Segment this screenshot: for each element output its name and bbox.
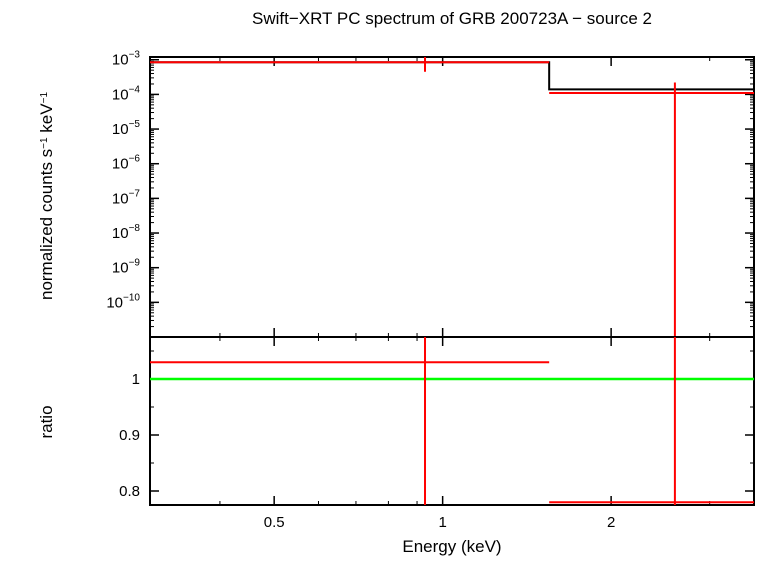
y-tick-exp: −3 [129,50,141,61]
spectrum-panel: 10−310−410−510−610−710−810−910−10 [106,50,755,338]
x-tick-label: 0.5 [264,514,285,531]
y-label-mid: keV [37,103,56,138]
y-label-sup2: −1 [39,92,50,104]
x-tick-label: 2 [607,514,615,531]
y-label-sup1: −1 [39,137,50,149]
y-tick-base: 10 [112,225,129,242]
y-tick-label: 10−4 [112,84,141,103]
ratio-frame [149,336,755,506]
y-tick-base: 10 [112,121,129,138]
model-step-line [150,61,754,91]
y-axis-label-spectrum: normalized counts s−1 keV−1 [37,92,56,300]
y-tick-exp: −5 [129,119,141,130]
y-tick-label: 10−7 [112,188,141,207]
y-tick-label: 10−9 [112,258,141,277]
x-axis-label: Energy (keV) [402,537,501,556]
y-tick-exp: −9 [129,258,141,269]
y-tick-exp: −8 [129,223,141,234]
y-tick-base: 10 [106,294,123,311]
y-label-main: normalized counts s [37,149,56,300]
y-tick-label: 10−3 [112,50,141,69]
y-tick-label: 10−5 [112,119,141,138]
y-tick-label: 0.8 [119,483,140,500]
y-tick-exp: −7 [129,188,141,199]
y-tick-label: 10−8 [112,223,141,242]
ratio-panel: 0.8 0.9 1 0.5 1 2 [119,336,755,531]
y-tick-base: 10 [112,190,129,207]
y-tick-exp: −4 [129,84,141,95]
x-tick-label: 1 [438,514,446,531]
y-tick-exp: −6 [129,154,141,165]
y-tick-label: 10−10 [106,292,140,311]
y-tick-exp: −10 [123,292,140,303]
spectrum-frame [149,56,755,338]
y-tick-base: 10 [112,86,129,103]
y-tick-label: 1 [132,371,140,388]
chart-title: Swift−XRT PC spectrum of GRB 200723A − s… [252,9,652,28]
y-axis-label-ratio: ratio [37,405,56,438]
y-tick-label: 0.9 [119,427,140,444]
y-tick-base: 10 [112,260,129,277]
y-tick-label: 10−6 [112,154,141,173]
y-tick-base: 10 [112,52,129,69]
y-tick-base: 10 [112,156,129,173]
